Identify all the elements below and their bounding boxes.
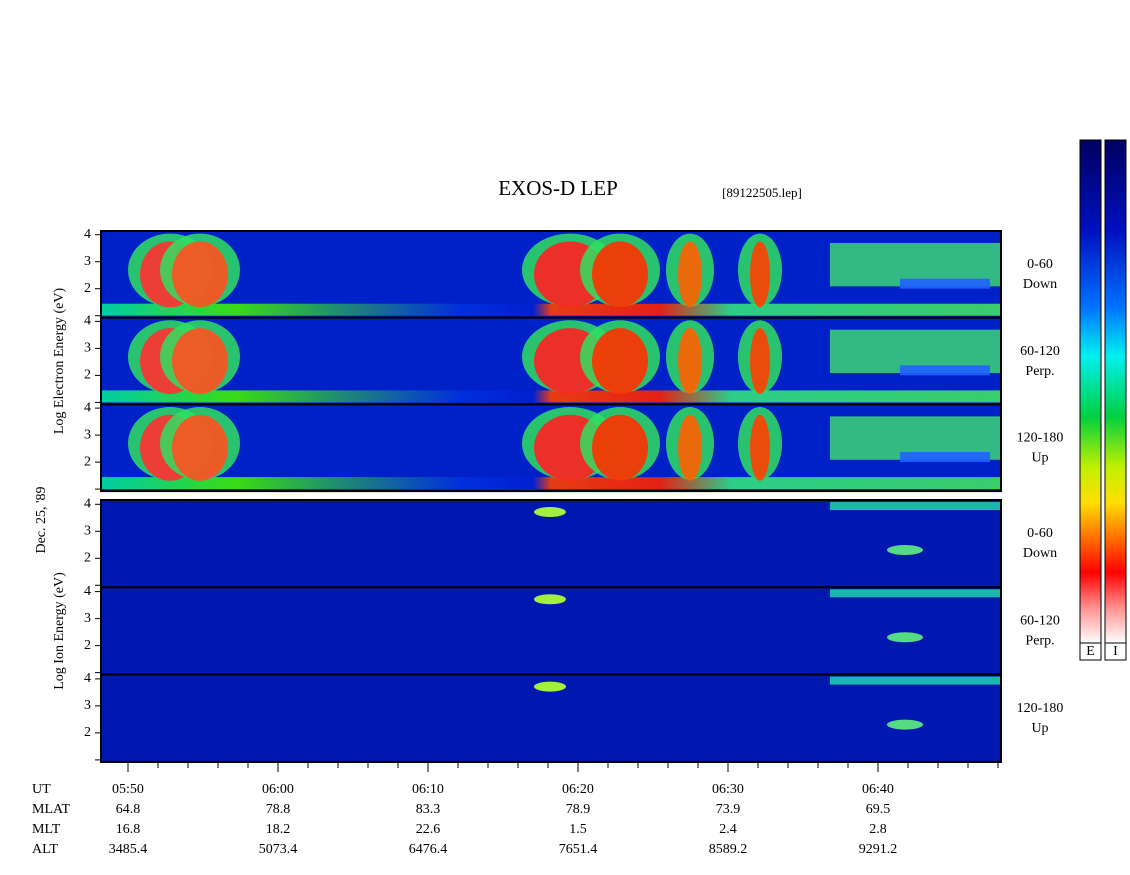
y-tick-label: 4	[84, 227, 91, 242]
colorbar-label-box	[1104, 642, 1127, 661]
y-tick-label: 2	[84, 368, 91, 383]
row-value: 2.8	[869, 822, 887, 837]
row-value: 78.9	[566, 802, 591, 817]
flux-feature	[534, 594, 566, 605]
row-label: MLT	[32, 822, 61, 837]
title: EXOS-D LEP	[498, 176, 618, 200]
electron-axis-label: Log Electron Energy (eV)	[52, 288, 67, 435]
date: Dec. 25, '89	[34, 486, 49, 553]
flux-feature	[887, 719, 923, 730]
flux-feature	[172, 414, 228, 481]
colorbar-label-box	[1079, 642, 1102, 661]
flux-feature	[592, 414, 648, 481]
colorbar	[1104, 139, 1127, 644]
file-name: [89122505.lep]	[722, 185, 802, 200]
row-value: 8589.2	[709, 842, 748, 857]
y-tick-label: 4	[84, 314, 91, 329]
channel-label: Up	[1031, 451, 1048, 466]
flux-feature	[830, 589, 1000, 598]
row-value: 64.8	[116, 802, 141, 817]
y-tick-label: 4	[84, 671, 91, 686]
flux-feature	[887, 545, 923, 555]
y-tick-label: 2	[84, 638, 91, 653]
row-value: 06:20	[562, 782, 594, 797]
low-energy-band	[101, 390, 1001, 403]
y-tick-label: 3	[84, 611, 91, 626]
y-tick-label: 3	[84, 524, 91, 539]
channel-label: 0-60	[1027, 526, 1053, 541]
row-value: 9291.2	[859, 842, 898, 857]
flux-feature	[172, 328, 228, 394]
flux-feature	[900, 278, 990, 289]
y-tick-label: 3	[84, 427, 91, 442]
y-tick-label: 2	[84, 281, 91, 296]
flux-feature	[887, 632, 923, 643]
flux-feature	[592, 241, 648, 308]
channel-label: 60-120	[1020, 344, 1060, 359]
colorbar-label: E	[1086, 644, 1095, 659]
flux-feature	[678, 241, 702, 308]
row-value: 7651.4	[559, 842, 598, 857]
row-value: 83.3	[416, 802, 441, 817]
channel-label: 120-180	[1017, 431, 1064, 446]
row-value: 06:10	[412, 782, 444, 797]
row-value: 18.2	[266, 822, 291, 837]
low-energy-band	[101, 477, 1001, 490]
row-value: 2.4	[719, 822, 737, 837]
row-value: 73.9	[716, 802, 741, 817]
row-value: 1.5	[569, 822, 587, 837]
channel-label: Up	[1031, 721, 1048, 736]
row-value: 16.8	[116, 822, 141, 837]
channel-label: Perp.	[1025, 634, 1054, 649]
row-value: 06:30	[712, 782, 744, 797]
flux-feature	[900, 452, 990, 463]
y-tick-label: 3	[84, 341, 91, 356]
low-energy-band	[101, 303, 1001, 316]
y-tick-label: 4	[84, 400, 91, 415]
y-tick-label: 3	[84, 698, 91, 713]
panel-frame	[100, 403, 1002, 493]
row-value: 06:00	[262, 782, 294, 797]
flux-feature	[830, 502, 1000, 510]
flux-feature	[534, 681, 566, 692]
ion-axis-label: Log Ion Energy (eV)	[52, 572, 67, 690]
channel-label: 60-120	[1020, 614, 1060, 629]
y-tick-label: 2	[84, 454, 91, 469]
row-label: UT	[32, 782, 51, 797]
row-value: 05:50	[112, 782, 144, 797]
row-value: 6476.4	[409, 842, 448, 857]
row-label: MLAT	[32, 802, 71, 817]
channel-label: 0-60	[1027, 257, 1053, 272]
flux-feature	[172, 241, 228, 308]
row-value: 06:40	[862, 782, 894, 797]
y-tick-label: 2	[84, 725, 91, 740]
flux-feature	[678, 414, 702, 481]
y-tick-label: 4	[84, 584, 91, 599]
row-value: 5073.4	[259, 842, 298, 857]
plots	[95, 230, 1002, 763]
flux-feature	[830, 676, 1000, 685]
y-tick-label: 4	[84, 497, 91, 512]
flux-feature	[750, 241, 770, 308]
channel-label: Down	[1023, 546, 1057, 561]
flux-feature	[592, 328, 648, 394]
row-value: 69.5	[866, 802, 891, 817]
channel-label: 120-180	[1017, 701, 1064, 716]
y-tick-label: 2	[84, 551, 91, 566]
y-tick-label: 3	[84, 254, 91, 269]
row-value: 78.8	[266, 802, 291, 817]
channel-label: Down	[1023, 277, 1057, 292]
flux-feature	[900, 365, 990, 376]
flux-feature	[678, 328, 702, 394]
flux-feature	[750, 414, 770, 481]
colorbar-label: I	[1113, 644, 1118, 659]
colorbar	[1079, 139, 1102, 644]
row-label: ALT	[32, 842, 58, 857]
channel-label: Perp.	[1025, 364, 1054, 379]
flux-feature	[534, 507, 566, 517]
flux-feature	[750, 328, 770, 394]
row-value: 3485.4	[109, 842, 148, 857]
row-value: 22.6	[416, 822, 441, 837]
